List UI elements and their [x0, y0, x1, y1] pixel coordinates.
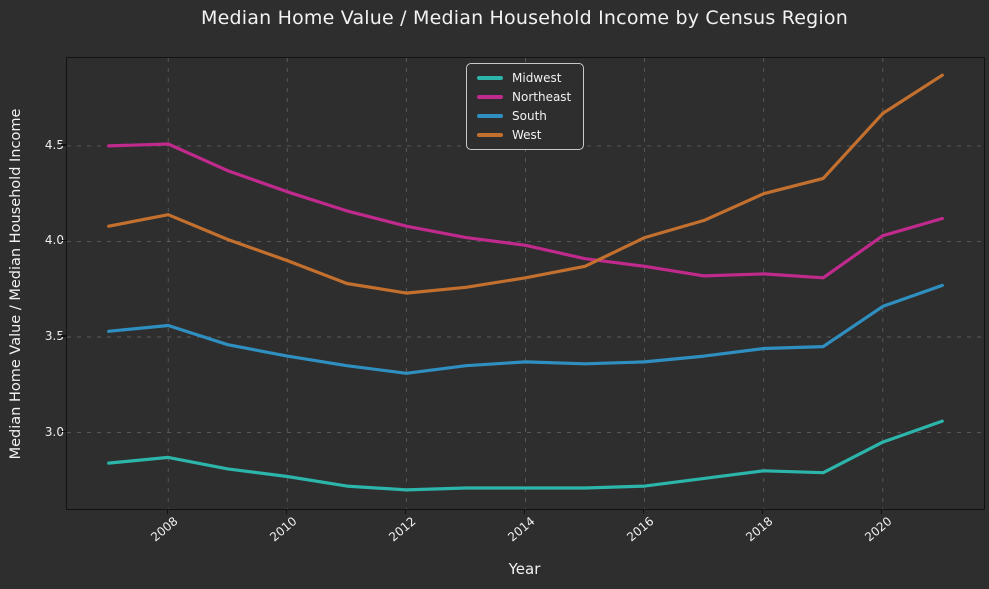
legend: Midwest Northeast South West — [466, 63, 585, 150]
x-tick-mark — [881, 509, 883, 514]
y-tick-mark — [61, 430, 66, 433]
x-tick-label: 2012 — [386, 514, 419, 545]
x-tick-mark — [642, 509, 645, 514]
legend-item-northeast: Northeast — [477, 91, 571, 103]
y-tick-mark — [61, 335, 66, 337]
x-tick-label: 2014 — [505, 514, 538, 545]
y-tick-label: 3.0 — [44, 424, 64, 439]
legend-swatch-icon — [477, 114, 503, 118]
y-tick-mark — [61, 144, 66, 146]
legend-item-midwest: Midwest — [477, 72, 571, 84]
legend-label: Northeast — [512, 90, 572, 104]
legend-swatch-icon — [477, 133, 503, 137]
series-line-west — [107, 73, 944, 295]
x-tick-mark — [761, 509, 764, 514]
series-line-midwest — [107, 419, 944, 492]
legend-swatch-icon — [477, 76, 503, 80]
series-line-northeast — [107, 142, 944, 280]
x-tick-label: 2010 — [266, 514, 300, 545]
y-tick-label: 3.5 — [44, 329, 64, 343]
x-tick-label: 2016 — [624, 514, 657, 545]
x-tick-label: 2020 — [862, 514, 895, 545]
x-tick-mark — [166, 509, 168, 514]
legend-item-west: West — [477, 129, 571, 141]
series-line-south — [107, 283, 944, 375]
chart-title: Median Home Value / Median Household Inc… — [201, 7, 848, 29]
legend-item-south: South — [477, 110, 571, 122]
x-tick-mark — [523, 509, 526, 514]
x-tick-label: 2008 — [147, 514, 181, 545]
y-tick-label: 4.5 — [44, 137, 64, 152]
plot-canvas — [67, 58, 984, 509]
legend-label: Midwest — [512, 71, 562, 85]
x-tick-mark — [404, 509, 407, 514]
x-tick-mark — [285, 509, 287, 514]
y-axis-label: Median Home Value / Median Household Inc… — [8, 108, 24, 460]
legend-label: West — [512, 128, 542, 142]
legend-label: South — [512, 109, 547, 123]
plot-area: Midwest Northeast South West — [66, 57, 985, 510]
legend-swatch-icon — [477, 95, 503, 99]
x-axis-label: Year — [508, 560, 541, 578]
y-tick-mark — [61, 239, 66, 242]
x-tick-label: 2018 — [743, 514, 776, 545]
y-tick-label: 4.0 — [44, 233, 64, 248]
